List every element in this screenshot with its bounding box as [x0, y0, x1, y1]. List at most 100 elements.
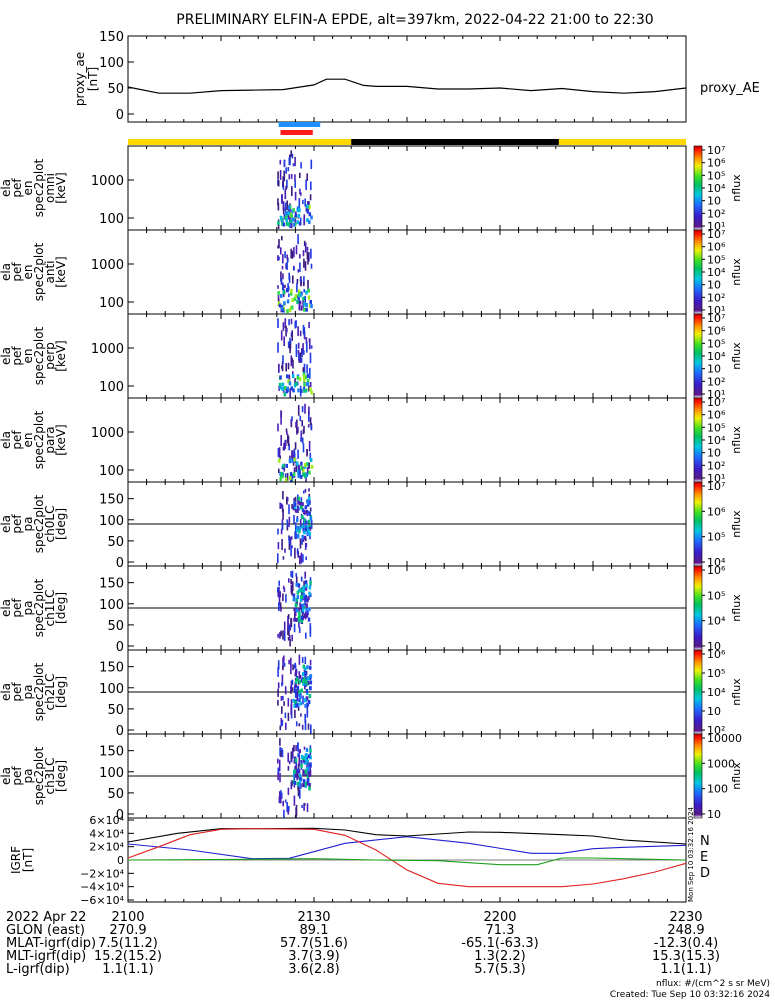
colorbar [694, 314, 702, 398]
spec-pixel [291, 319, 293, 325]
spec-pixel [283, 290, 286, 294]
spec-pixel [278, 364, 280, 372]
spec-pixel [284, 251, 286, 258]
illumination-bar [351, 139, 559, 145]
colorbar-tick-label: 10⁶ [707, 325, 726, 338]
spec-pixel [308, 787, 311, 791]
spec-pixel [303, 665, 306, 669]
spec-pixel [291, 635, 293, 641]
colorbar-label: nflux [730, 594, 743, 622]
spec-pixel [306, 748, 309, 752]
spec-pixel [304, 672, 307, 676]
spec-pixel [296, 805, 298, 816]
spec-pixel [280, 435, 282, 446]
spec-ylabel: elapefenspec2plotanti[keV] [0, 242, 68, 301]
colorbar-tick-label: 10⁶ [707, 157, 726, 170]
spec-pixel [278, 239, 280, 248]
spec-pixel [308, 496, 311, 500]
spec-ylabel: elapefenspec2plotpara[keV] [0, 410, 68, 469]
spec-pixel [279, 503, 281, 509]
spec-pixel [308, 488, 310, 491]
spec-pixel [297, 326, 299, 336]
igrf-ytick-label: −4×10⁴ [80, 881, 124, 894]
igrf-ytick-label: 4×10⁴ [89, 827, 124, 840]
spec-pixel [289, 517, 291, 523]
spec-pixel [296, 608, 299, 612]
spec-pixel [289, 476, 292, 480]
spec-pixel [304, 199, 306, 207]
spec-pixel [283, 322, 285, 331]
spec-pixel [303, 259, 305, 268]
spec-pixel [289, 639, 291, 647]
colorbar [694, 230, 702, 314]
spec-pixel [301, 553, 303, 564]
spec-pixel [310, 382, 312, 387]
spec-pixel [302, 200, 304, 204]
spec-pixel [294, 796, 296, 806]
spec-pixel [283, 586, 285, 589]
spec-pixel [288, 363, 290, 370]
spec-pixel [286, 464, 289, 468]
spec-pixel [289, 381, 292, 385]
spec-pixel [282, 505, 284, 509]
spec-pixel [294, 774, 297, 778]
igrf-ytick-label: −6×10⁴ [80, 894, 124, 907]
spec-pixel [302, 554, 304, 562]
colorbar-tick-label: 10⁴ [707, 350, 726, 363]
spec-pixel [297, 526, 300, 530]
colorbar-tick-label: 10⁵ [707, 169, 725, 182]
spec-pixel [300, 713, 302, 716]
spec-pixel [308, 754, 311, 758]
colorbar-tick-label: 10⁶ [707, 505, 726, 518]
spec-pixel [310, 194, 312, 200]
spec-pixel [286, 374, 289, 378]
spec-pixel [293, 247, 295, 257]
spec-pixel [291, 330, 293, 341]
spec-pixel [299, 675, 302, 679]
spec-pixel [284, 171, 286, 181]
spec-ytick-label: 0 [116, 556, 124, 571]
spec-pixel [304, 463, 307, 467]
colorbar-label: nflux [730, 510, 743, 538]
spec-pixel [284, 549, 286, 553]
colorbar [694, 146, 702, 230]
spec-ytick-label: 0 [116, 724, 124, 739]
spec-pixel [305, 521, 308, 525]
spec-pixel [286, 255, 288, 260]
spec-pixel [305, 770, 308, 774]
spec-pixel [294, 174, 296, 180]
spec-pixel [289, 536, 291, 544]
spec-pixel [307, 374, 310, 378]
spec-pixel [279, 386, 282, 390]
spec-pixel [301, 539, 303, 545]
spec-pixel [304, 474, 307, 478]
spec-pixel [299, 502, 302, 506]
igrf-ytick-label: 2×10⁴ [89, 841, 124, 854]
spec-pixel [300, 437, 302, 442]
spec-pixel [286, 201, 288, 211]
spec-pixel [287, 753, 289, 763]
spec-pixel [279, 797, 281, 804]
spec-pixel [308, 407, 310, 416]
spec-pixel [292, 374, 295, 378]
spec-pixel [282, 254, 284, 263]
spec-pixel [290, 472, 293, 476]
footer-units: nflux: #/(cm^2 s sr MeV) [656, 979, 770, 989]
spec-ylabel-line: [deg] [54, 676, 68, 708]
spec-pixel [309, 749, 312, 753]
colorbar [694, 650, 702, 734]
spec-pixel [303, 325, 305, 334]
ephemeris-table: 2022 Apr 22 GLON (east) MLAT-igrf(dip) M… [6, 910, 720, 977]
spec-pixel [301, 420, 303, 426]
spec-pixel [282, 355, 284, 364]
spec-pixel [285, 723, 287, 730]
spec-pixel [299, 293, 302, 297]
spec-ytick-label: 50 [107, 619, 124, 634]
colorbar-label: nflux [730, 762, 743, 790]
spec-pixel [305, 633, 307, 639]
spec-pixel [301, 595, 304, 599]
spec-pixel [299, 173, 301, 178]
spec-pixel [291, 186, 293, 196]
spec-pixel [300, 416, 302, 422]
igrf-ytick-label: 6×10⁴ [89, 814, 124, 827]
